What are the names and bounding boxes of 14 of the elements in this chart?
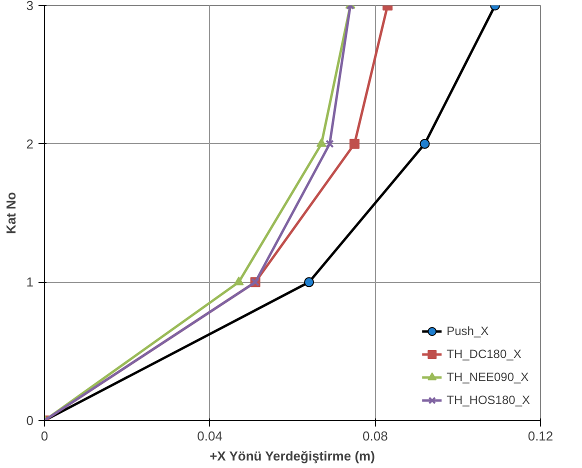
legend-label: TH_DC180_X [446, 347, 522, 361]
x-tick-label: 0 [40, 428, 48, 444]
x-tick-label: 0.08 [362, 428, 388, 444]
y-axis-title: Kat No [3, 192, 18, 234]
legend-label: TH_HOS180_X [446, 393, 530, 407]
y-tick-label: 2 [26, 136, 34, 152]
legend-label: Push_X [446, 324, 489, 338]
y-tick-label: 1 [26, 274, 34, 290]
legend-label: TH_NEE090_X [446, 370, 529, 384]
y-tick-label: 3 [26, 0, 34, 13]
x-axis-title: +X Yönü Yerdeğiştirme (m) [210, 448, 375, 464]
y-tick-label: 0 [26, 413, 34, 428]
x-tick-label: 0.12 [528, 428, 554, 444]
x-tick-label: 0.04 [197, 428, 222, 444]
